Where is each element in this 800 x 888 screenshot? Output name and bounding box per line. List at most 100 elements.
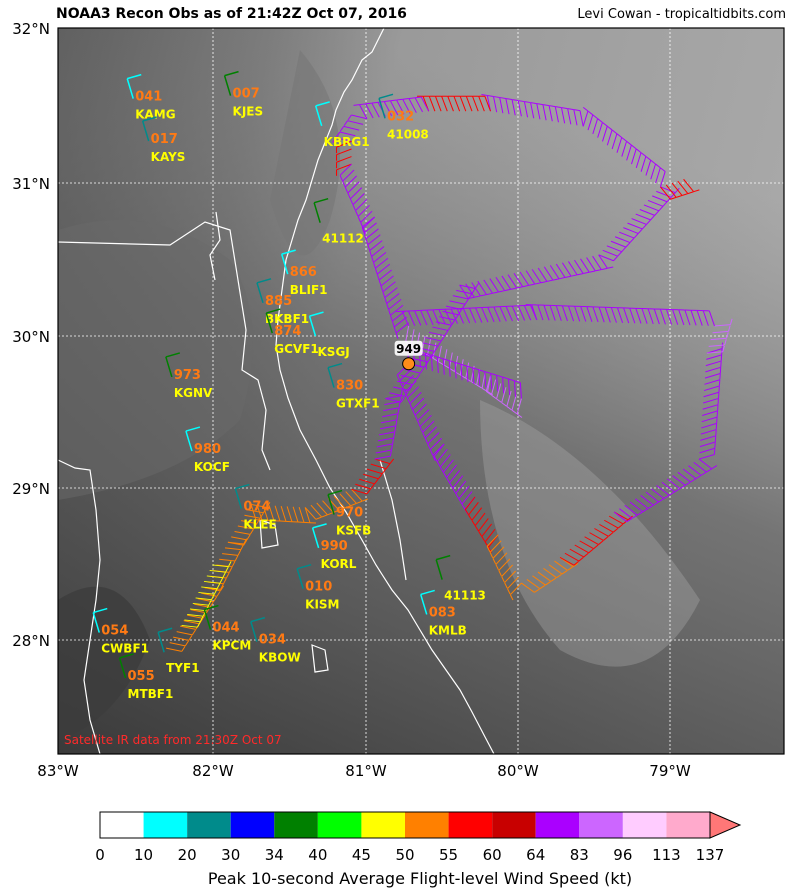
wind-barb xyxy=(192,602,209,606)
wind-barb xyxy=(400,374,417,380)
wind-barb-flag xyxy=(484,371,491,374)
wind-barb-flag xyxy=(349,198,354,205)
wind-barb-flag xyxy=(706,468,712,473)
wind-barb xyxy=(698,454,715,460)
wind-barb-flag xyxy=(386,303,390,310)
station: 044 KPCM xyxy=(203,604,251,653)
wind-barb xyxy=(613,511,628,523)
wind-barb-flag xyxy=(561,107,568,110)
wind-barb xyxy=(706,354,722,360)
wind-barb xyxy=(180,625,196,630)
track-leg xyxy=(559,511,633,566)
wind-barb xyxy=(537,304,544,321)
wind-barb-flag xyxy=(350,503,357,507)
colorbar-tick-label: 64 xyxy=(526,846,545,864)
wind-barb-flag xyxy=(669,491,675,496)
wind-barb-flag xyxy=(602,122,608,127)
wind-barb-flag xyxy=(583,552,589,558)
station: KBRG1 xyxy=(314,101,370,149)
wind-barb xyxy=(655,167,661,184)
wind-barb-flag xyxy=(199,616,204,622)
wind-barb xyxy=(592,306,599,323)
wind-barb-flag xyxy=(506,98,513,101)
wind-barb xyxy=(665,309,673,325)
wind-barb-flag xyxy=(449,360,456,363)
wind-barb xyxy=(456,308,465,324)
wind-barb-flag xyxy=(451,319,456,326)
wind-barb xyxy=(671,182,683,196)
wind-barb xyxy=(525,270,536,285)
wind-barb xyxy=(195,597,212,601)
wind-barb-flag xyxy=(486,292,493,296)
wind-barb xyxy=(453,96,461,112)
wind-barb xyxy=(647,308,654,325)
station: 866 BLIF1 xyxy=(280,249,328,297)
colorbar-segment xyxy=(666,812,710,838)
wind-barb-flag xyxy=(256,518,261,524)
wind-barb-flag xyxy=(355,210,359,217)
wind-barb-flag xyxy=(424,437,429,444)
wind-barb xyxy=(526,579,541,590)
wind-barb xyxy=(561,305,568,322)
wind-barb xyxy=(169,642,186,647)
wind-barb xyxy=(336,163,352,171)
wind-barb xyxy=(462,308,471,324)
wind-barb xyxy=(408,98,417,113)
wind-barb xyxy=(586,257,596,272)
wind-barb-flag xyxy=(728,325,731,332)
wind-barb xyxy=(643,204,660,212)
wind-barb-flag xyxy=(507,588,511,595)
wind-barb-flag xyxy=(582,106,589,112)
station-name: KGNV xyxy=(174,386,213,400)
station-wind-barb-flag xyxy=(142,116,157,122)
wind-barb xyxy=(173,636,189,641)
track-leg xyxy=(464,496,499,553)
wind-barb xyxy=(629,307,636,324)
wind-barb xyxy=(468,307,477,323)
colorbar-segment xyxy=(187,812,231,838)
wind-barb xyxy=(350,187,363,200)
wind-barb-flag xyxy=(464,298,469,305)
x-axis-ticks: 83°W 82°W 81°W 80°W 79°W xyxy=(37,762,691,780)
station: 010 KISM xyxy=(296,563,340,612)
wind-barb-flag xyxy=(365,238,369,245)
track-leg xyxy=(481,94,666,187)
wind-barb-flag xyxy=(498,290,505,293)
wind-barb-flag xyxy=(425,352,432,356)
wind-barb xyxy=(543,305,550,321)
colorbar-segment xyxy=(535,812,580,838)
wind-barb xyxy=(212,564,229,568)
wind-barb xyxy=(708,344,725,347)
wind-barb xyxy=(677,180,689,194)
wind-barb-flag xyxy=(455,362,462,365)
wind-barb xyxy=(339,493,352,507)
wind-barb xyxy=(383,101,393,116)
wind-barb-flag xyxy=(597,118,603,123)
wind-barb xyxy=(369,240,383,251)
wind-barb-flag xyxy=(627,515,633,521)
wind-barb xyxy=(582,110,589,127)
station-wind-barb-flag xyxy=(420,589,435,596)
wind-barb xyxy=(589,532,604,541)
wind-barb-flag xyxy=(481,536,486,542)
wind-barb xyxy=(219,558,236,562)
station-name: CWBF1 xyxy=(101,642,149,656)
wind-barb xyxy=(376,443,393,448)
wind-barb-flag xyxy=(378,101,385,103)
colorbar-segment xyxy=(405,812,449,838)
wind-barb-flag xyxy=(457,309,462,315)
wind-barb xyxy=(401,374,415,387)
wind-barb xyxy=(610,307,617,323)
colorbar-segment xyxy=(579,812,623,838)
wind-barb xyxy=(531,269,542,284)
wind-barb xyxy=(481,523,493,537)
wind-barb xyxy=(702,397,719,404)
station-wind-barb xyxy=(126,78,134,99)
wind-barb xyxy=(548,105,553,122)
wind-barb-flag xyxy=(371,256,374,263)
wind-barb xyxy=(698,458,713,470)
satellite-footnote: Satellite IR data from 21:30Z Oct 07 xyxy=(64,733,282,747)
colorbar-tick-label: 45 xyxy=(352,846,371,864)
station-wind-barb-flag xyxy=(93,607,108,614)
station-value: 044 xyxy=(212,621,239,636)
